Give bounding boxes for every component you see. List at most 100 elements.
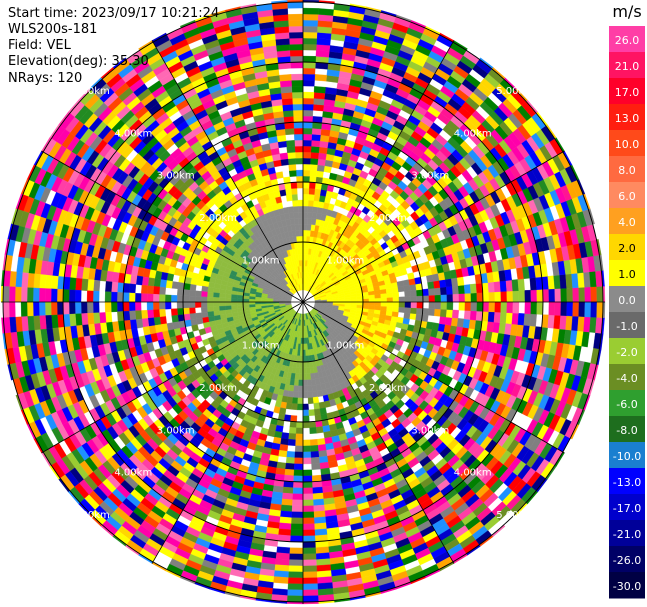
radar-cell: [310, 152, 319, 159]
radar-cell: [282, 104, 294, 112]
radar-cell: [289, 427, 297, 434]
radar-cell: [218, 301, 226, 307]
radar-cell: [302, 553, 317, 561]
radar-cell: [302, 145, 312, 153]
radar-cell: [159, 286, 166, 295]
radar-cell: [440, 286, 447, 295]
radar-cell: [302, 367, 307, 375]
radar-cell: [147, 277, 155, 287]
radar-cell: [153, 316, 161, 326]
radar-cell: [297, 343, 301, 351]
radar-cell: [287, 589, 304, 597]
radar-cell: [440, 294, 448, 303]
radar-cell: [302, 163, 311, 171]
radar-cell: [302, 241, 307, 249]
radar-cell: [316, 426, 324, 434]
radar-cell: [68, 289, 76, 303]
radar-cell: [282, 110, 294, 118]
radar-cell: [299, 361, 304, 369]
radar-cell: [302, 247, 306, 255]
radar-cell: [302, 199, 309, 207]
radar-cell: [294, 151, 304, 159]
radar-cell: [302, 595, 319, 603]
radar-cell: [218, 293, 226, 299]
radar-cell: [293, 469, 304, 477]
radar-cell: [427, 281, 435, 289]
radar-cell: [302, 205, 309, 213]
radar-cell: [81, 313, 89, 326]
radar-cell: [409, 284, 417, 291]
radar-cell: [290, 73, 304, 81]
radar-cell: [396, 280, 404, 288]
radar-cell: [194, 301, 202, 308]
radar-cell: [302, 361, 307, 369]
radar-cell: [305, 241, 310, 249]
radar-cell: [285, 188, 292, 196]
radar-cell: [302, 103, 314, 111]
radar-cell: [292, 499, 304, 507]
radar-cell: [482, 292, 490, 303]
radar-cell: [288, 577, 304, 585]
radar-cell: [290, 188, 298, 195]
radar-cell: [312, 200, 320, 208]
radar-cell: [279, 80, 292, 88]
radar-cell: [295, 367, 300, 375]
radar-cell: [422, 295, 430, 303]
radar-cell: [299, 241, 304, 249]
radar-cell: [194, 296, 202, 303]
radar-cell: [296, 421, 304, 429]
radar-cell: [242, 298, 250, 303]
radar-cell: [314, 528, 328, 536]
radar-cell: [290, 523, 304, 531]
radar-cell: [292, 397, 299, 405]
radar-cell: [292, 493, 304, 501]
radar-cell: [302, 541, 317, 549]
radar-cell: [428, 294, 436, 303]
radar-cell: [295, 361, 301, 369]
radar-cell: [314, 522, 327, 530]
radar-cell: [248, 296, 256, 300]
radar-cell: [290, 535, 304, 543]
radar-cell: [416, 295, 424, 303]
radar-cell: [158, 301, 166, 310]
radar-cell: [313, 92, 326, 100]
radar-cell: [318, 146, 328, 154]
radar-cell: [302, 403, 309, 411]
radar-cell: [92, 290, 100, 303]
radar-cell: [278, 450, 288, 458]
radar-cell: [164, 301, 172, 310]
radar-cell: [578, 287, 586, 303]
radar-cell: [134, 301, 142, 311]
radar-cell: [285, 402, 293, 410]
radar-cell: [439, 279, 447, 288]
radar-cell: [313, 402, 321, 410]
radar-cell: [299, 235, 304, 243]
radar-cell: [281, 98, 293, 106]
radar-cell: [312, 486, 324, 494]
radar-cell: [308, 409, 316, 416]
radar-cell: [291, 511, 304, 519]
radar-cell: [242, 301, 250, 306]
radar-cell: [294, 457, 304, 465]
radar-cell: [302, 193, 309, 201]
radar-cell: [312, 396, 320, 404]
radar-cell: [559, 274, 567, 289]
radar-cell: [302, 55, 317, 63]
radar-cell: [316, 558, 331, 566]
radar-cell: [302, 547, 317, 555]
radar-cell: [278, 528, 292, 536]
radar-cell: [311, 456, 321, 464]
radar-cell: [141, 284, 149, 294]
radar-cell: [189, 313, 197, 320]
radar-cell: [176, 295, 184, 303]
radar-cell: [183, 307, 190, 315]
radar-cell: [189, 307, 196, 315]
radar-cell: [307, 211, 313, 219]
radar-cell: [374, 297, 382, 303]
radar-cell: [74, 289, 82, 303]
radar-cell: [293, 121, 304, 129]
radar-cell: [170, 294, 178, 303]
radar-cell: [470, 292, 478, 303]
radar-cell: [289, 43, 304, 51]
radar-cell: [311, 128, 322, 136]
